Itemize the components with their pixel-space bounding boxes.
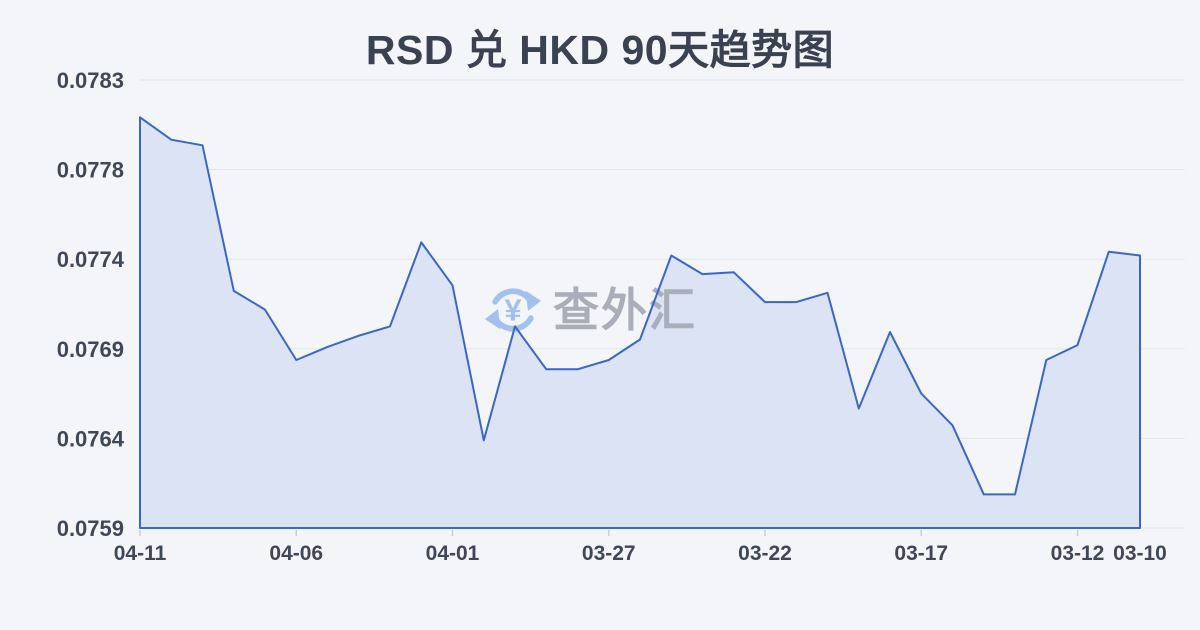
x-axis-label: 04-11 bbox=[114, 542, 167, 565]
x-axis-label: 03-10 bbox=[1113, 542, 1167, 565]
y-axis-label: 0.0778 bbox=[57, 158, 124, 183]
x-axis-label: 04-01 bbox=[426, 542, 480, 565]
area-fill bbox=[140, 117, 1140, 529]
x-axis-label: 03-27 bbox=[582, 542, 636, 565]
y-axis-label: 0.0783 bbox=[57, 68, 124, 93]
y-axis-label: 0.0774 bbox=[57, 247, 125, 272]
y-axis-label: 0.0769 bbox=[57, 337, 124, 362]
y-axis-label: 0.0764 bbox=[57, 426, 125, 451]
chart-title: RSD 兑 HKD 90天趋势图 bbox=[365, 27, 835, 73]
x-axis-label: 03-12 bbox=[1051, 542, 1105, 565]
x-axis-label: 03-22 bbox=[738, 542, 792, 565]
x-axis-label: 04-06 bbox=[269, 542, 323, 565]
trend-line bbox=[139, 116, 1141, 529]
x-axis-label: 03-17 bbox=[894, 542, 948, 565]
y-axis-label: 0.0759 bbox=[57, 516, 124, 541]
